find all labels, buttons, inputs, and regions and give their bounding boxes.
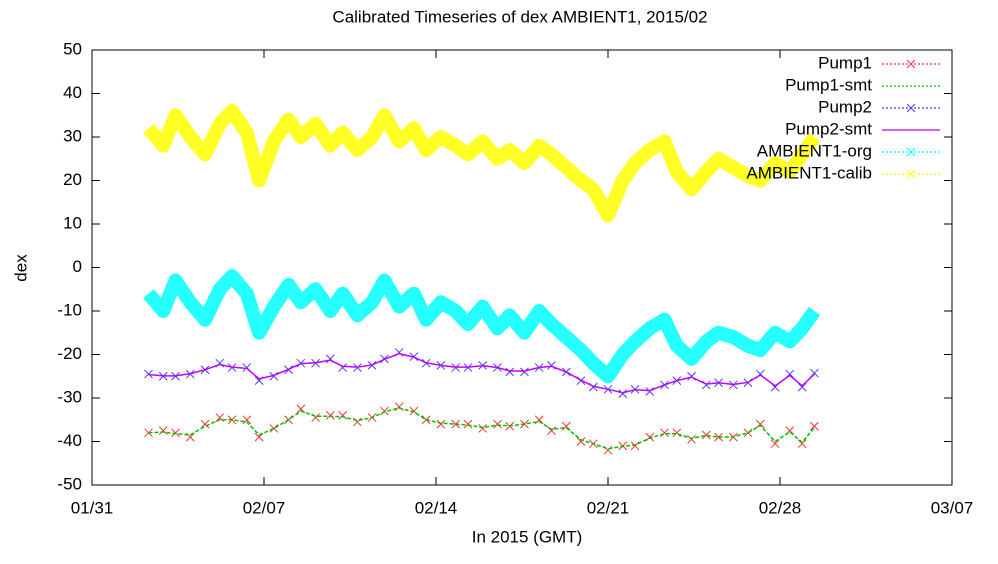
data-point (171, 428, 180, 438)
data-point (660, 428, 669, 438)
data-point (493, 419, 502, 429)
data-point (645, 387, 655, 396)
y-tick-label: -40 (57, 431, 82, 450)
data-point (576, 437, 586, 446)
data-point (144, 369, 153, 379)
y-tick-label: 0 (73, 257, 82, 276)
data-point (436, 419, 446, 429)
data-point (200, 419, 210, 429)
data-point (338, 411, 347, 420)
series-line (148, 352, 815, 394)
data-point (325, 411, 335, 420)
data-point (770, 439, 780, 449)
y-tick-label: -10 (57, 300, 82, 319)
x-tick-label: 02/21 (587, 498, 630, 517)
data-point (463, 419, 473, 429)
data-point (478, 424, 488, 433)
y-tick-label: -30 (57, 387, 82, 406)
y-axis-label: dex (11, 254, 30, 282)
legend-label: AMBIENT1-calib (746, 163, 872, 182)
data-point (672, 428, 682, 438)
legend-label: AMBIENT1-org (757, 141, 872, 160)
data-point (701, 430, 711, 440)
x-tick-label: 03/07 (931, 498, 974, 517)
series-line (148, 407, 815, 450)
data-point (505, 367, 515, 377)
data-point (687, 434, 696, 444)
x-tick-label: 02/28 (759, 498, 802, 517)
series-band (143, 269, 821, 384)
x-axis-label: In 2015 (GMT) (472, 527, 583, 546)
data-point (158, 426, 168, 435)
y-tick-label: 40 (63, 83, 82, 102)
y-tick-label: 20 (63, 170, 82, 189)
legend-marker (906, 103, 916, 113)
data-point (743, 428, 753, 438)
data-point (547, 361, 556, 370)
data-point (618, 389, 628, 399)
x-tick-label: 02/07 (243, 498, 286, 517)
y-tick-label: -20 (57, 344, 82, 363)
x-tick-label: 01/31 (71, 498, 114, 517)
data-point (269, 424, 279, 433)
data-point (810, 421, 819, 431)
data-point (755, 419, 765, 429)
series-band (143, 103, 821, 223)
data-point (714, 432, 723, 442)
y-tick-label: 10 (63, 213, 82, 232)
legend-label: Pump2-smt (785, 119, 872, 138)
legend-label: Pump1-smt (785, 75, 872, 94)
legend-marker (906, 59, 916, 69)
x-tick-label: 02/14 (415, 498, 458, 517)
y-tick-label: 30 (63, 126, 82, 145)
legend-marker (906, 169, 916, 179)
legend-label: Pump2 (818, 97, 872, 116)
legend-label: Pump1 (818, 53, 872, 72)
y-tick-label: -50 (57, 474, 82, 493)
data-point (520, 367, 529, 377)
chart-title: Calibrated Timeseries of dex AMBIENT1, 2… (332, 7, 707, 26)
y-tick-label: 50 (63, 39, 82, 58)
data-point (242, 415, 252, 425)
data-point (547, 426, 556, 435)
data-point (380, 406, 389, 416)
legend-marker (906, 147, 916, 157)
data-point (144, 428, 153, 438)
data-point (645, 432, 655, 442)
